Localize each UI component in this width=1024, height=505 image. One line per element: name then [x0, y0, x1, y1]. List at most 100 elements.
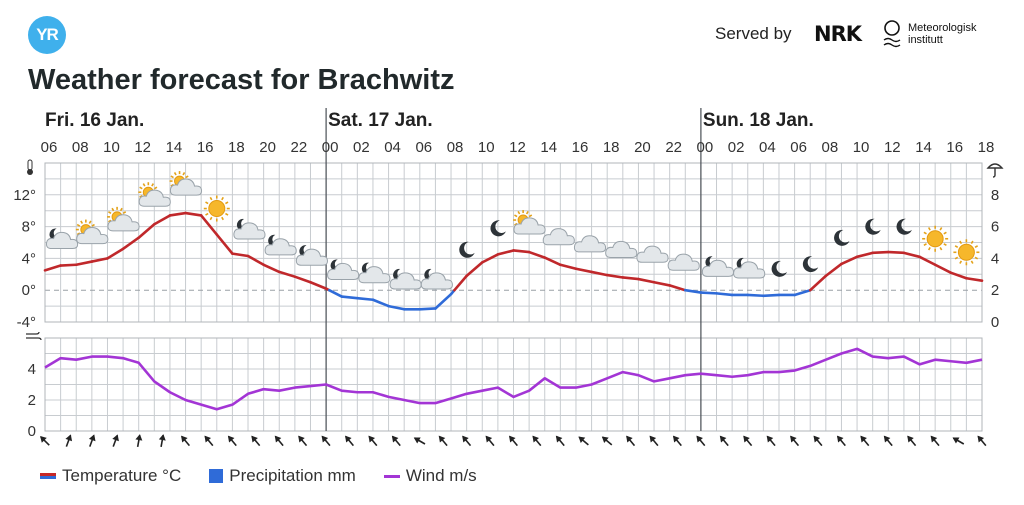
temperature-segment: [453, 274, 468, 292]
wind-swatch: [383, 474, 400, 478]
wind-arrow-icon: [274, 435, 284, 447]
cloudy-night-icon: [358, 262, 391, 284]
precipitation-tick: 6: [991, 219, 999, 236]
temperature-segment: [824, 262, 843, 278]
wind-arrow-icon: [883, 435, 893, 447]
sun-icon: [922, 225, 949, 252]
wind-arrow-icon: [696, 435, 706, 447]
precipitation-tick: 0: [991, 314, 999, 331]
cloudy-night-icon: [327, 259, 360, 281]
cloudy-night-icon: [389, 268, 422, 290]
temperature-segment: [340, 295, 359, 300]
temperature-tick: 0°: [22, 282, 36, 299]
temperature-segment: [559, 263, 578, 271]
temperature-segment: [699, 291, 718, 295]
wind-arrow-icon: [485, 435, 495, 447]
partly-cloudy-day-icon: [513, 210, 546, 235]
legend-precipitation-label: Precipitation mm: [229, 466, 356, 485]
chart-legend: Temperature °C Precipitation mm Wind m/s: [40, 466, 477, 486]
wind-arrow-icon: [930, 435, 940, 447]
hour-label: 20: [259, 139, 276, 156]
legend-precipitation[interactable]: Precipitation mm: [209, 466, 356, 486]
wind-arrow-icon: [952, 437, 965, 445]
wind-arrow-icon: [509, 435, 518, 447]
moon-icon: [896, 218, 912, 235]
yr-logo[interactable]: YR: [28, 16, 66, 54]
nrk-logo[interactable]: NRK: [814, 22, 862, 46]
hour-label: 22: [291, 139, 308, 156]
temperature-segment: [871, 250, 890, 255]
wind-tick: 2: [28, 392, 36, 409]
temperature-segment: [199, 214, 219, 236]
hour-label: 08: [72, 139, 89, 156]
moon-icon: [834, 229, 850, 246]
forecast-chart: Fri. 16 Jan. Sat. 17 Jan. Sun. 18 Jan.06 08…: [13, 108, 1004, 448]
temperature-segment: [480, 253, 500, 264]
wind-arrow-icon: [462, 435, 472, 447]
legend-temperature[interactable]: Temperature °C: [40, 466, 181, 486]
temperature-segment: [371, 298, 390, 308]
met-line1: Meteorologisk: [908, 22, 977, 34]
wind-arrow-icon: [601, 436, 613, 446]
hour-label: 06: [415, 139, 432, 156]
wind-arrow-icon: [555, 435, 565, 447]
temperature-segment: [949, 271, 968, 280]
partly-cloudy-day-icon: [169, 171, 203, 196]
met-institute-logo[interactable]: Meteorologisk institutt: [908, 22, 976, 46]
day-label: Sat. 17 Jan.: [328, 110, 433, 131]
temperature-segment: [855, 251, 874, 259]
cloud-icon: [542, 228, 575, 246]
cloud-icon: [667, 253, 700, 271]
precipitation-tick: 4: [991, 250, 999, 267]
hour-label: 04: [384, 139, 401, 156]
cloudy-night-icon: [733, 257, 766, 279]
wind-icon: [26, 331, 42, 341]
temperature-segment: [683, 288, 703, 294]
temperature-segment: [590, 270, 609, 277]
temperature-segment: [309, 280, 328, 290]
temperature-segment: [933, 263, 953, 275]
wind-arrow-icon: [227, 435, 237, 447]
wind-arrow-icon: [578, 436, 589, 446]
temperature-segment: [327, 288, 344, 298]
day-label: Sun. 18 Jan.: [703, 110, 814, 131]
hour-label: 08: [447, 139, 464, 156]
cloud-icon: [573, 235, 607, 253]
temperature-segment: [106, 247, 125, 260]
temperature-segment: [746, 293, 765, 298]
hour-label: 02: [728, 139, 745, 156]
hour-label: 18: [978, 139, 995, 156]
temperature-segment: [418, 307, 437, 311]
temperature-segment: [246, 254, 265, 267]
wind-arrow-icon: [135, 434, 143, 448]
legend-wind[interactable]: Wind m/s: [383, 466, 477, 486]
wind-arrow-icon: [790, 435, 800, 447]
wind-arrow-icon: [368, 435, 378, 447]
wind-arrow-icon: [413, 437, 426, 445]
wind-arrow-icon: [649, 435, 659, 447]
temperature-segment: [74, 260, 94, 267]
wind-arrow-icon: [626, 435, 636, 447]
temperature-segment: [574, 267, 593, 274]
temperature-tick: 12°: [13, 187, 36, 204]
sun-icon: [203, 195, 230, 222]
hour-label: 08: [821, 139, 838, 156]
wind-arrow-icon: [907, 435, 917, 447]
hour-label: 16: [197, 139, 214, 156]
legend-wind-label: Wind m/s: [405, 466, 477, 485]
wind-arrow-icon: [321, 435, 331, 447]
cloudy-night-icon: [295, 245, 328, 266]
temperature-segment: [277, 270, 297, 278]
hour-label: 04: [759, 139, 776, 156]
hour-label: 10: [103, 139, 120, 156]
wind-arrow-icon: [391, 435, 401, 447]
partly-cloudy-day-icon: [107, 206, 140, 232]
temperature-tick: -4°: [17, 314, 36, 331]
wind-arrow-icon: [836, 435, 846, 447]
temperature-panel: [44, 162, 983, 323]
temperature-segment: [652, 280, 671, 287]
thermometer-icon: [27, 159, 33, 175]
wind-arrow-icon: [65, 434, 73, 447]
hour-label: 06: [41, 139, 58, 156]
partly-cloudy-day-icon: [138, 182, 171, 207]
